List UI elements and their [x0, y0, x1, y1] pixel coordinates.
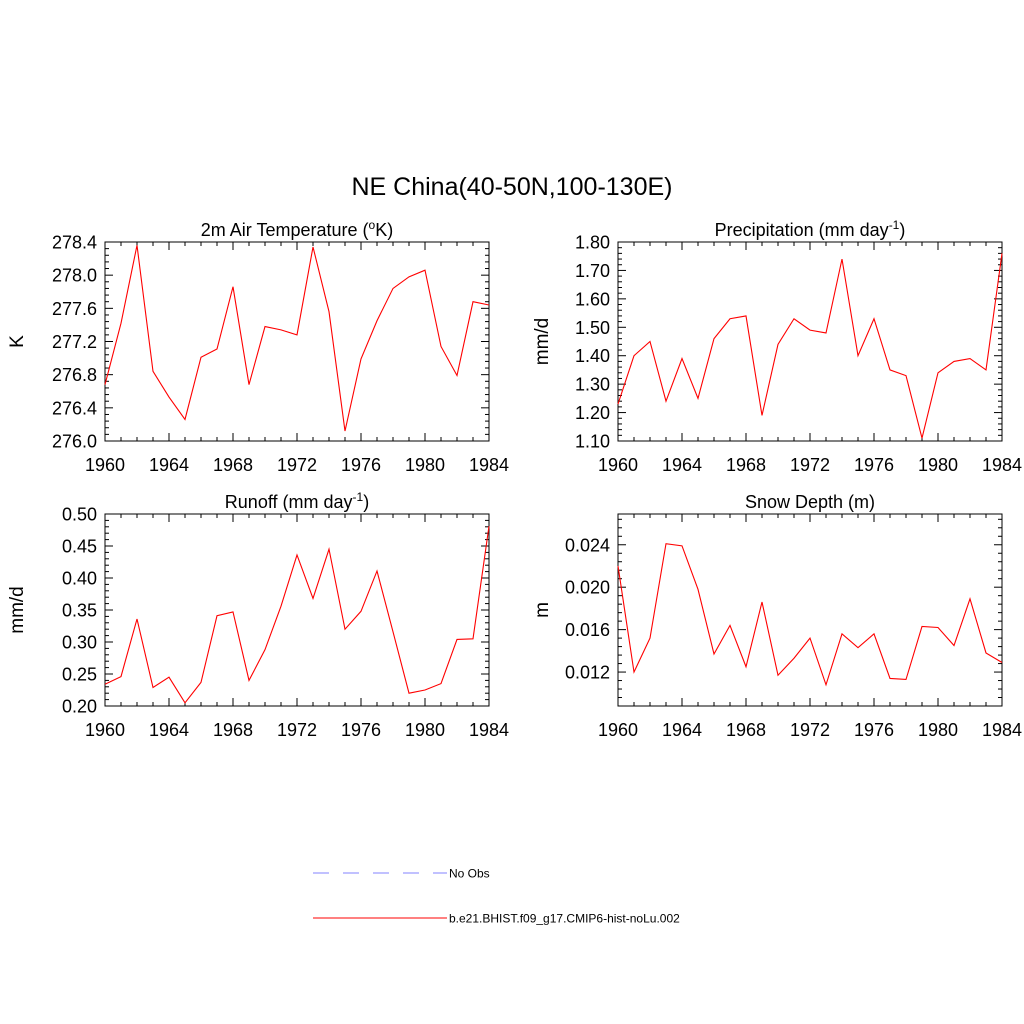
- snow-depth-ytick-label: 0.020: [565, 578, 610, 598]
- snow-depth-ylabel: m: [532, 602, 553, 618]
- air-temperature-xtick-label: 1976: [341, 455, 381, 475]
- legend-obs-label: No Obs: [449, 867, 490, 881]
- air-temperature-xtick-label: 1960: [85, 455, 125, 475]
- runoff-series-line: [104, 526, 490, 704]
- snow-depth-frame: [617, 513, 1003, 707]
- runoff-ytick-label: 0.35: [62, 601, 97, 621]
- snow-depth-xtick-label: 1972: [790, 720, 830, 740]
- runoff-xtick-label: 1984: [469, 720, 509, 740]
- snow-depth-ytick-label: 0.016: [565, 620, 610, 640]
- precipitation-ylabel: mm/d: [532, 318, 553, 366]
- runoff-ylabel: mm/d: [7, 586, 28, 634]
- air-temperature-xtick-label: 1984: [469, 455, 509, 475]
- air-temperature-xtick-label: 1964: [149, 455, 189, 475]
- precipitation-xtick-label: 1980: [918, 455, 958, 475]
- snow-depth-xtick-label: 1960: [598, 720, 638, 740]
- air-temperature-ytick-label: 276.0: [52, 432, 97, 452]
- air-temperature-ytick-label: 277.2: [52, 332, 97, 352]
- precipitation-xtick-label: 1976: [854, 455, 894, 475]
- air-temperature-xtick-label: 1980: [405, 455, 445, 475]
- air-temperature-ytick-label: 277.6: [52, 299, 97, 319]
- runoff-title: Runoff (mm day-1): [225, 490, 369, 512]
- runoff-xtick-label: 1968: [213, 720, 253, 740]
- legend: No Obs b.e21.BHIST.f09_g17.CMIP6-hist-no…: [313, 867, 680, 926]
- air-temperature-xtick-label: 1968: [213, 455, 253, 475]
- precipitation-ytick-label: 1.60: [575, 289, 610, 309]
- panel-runoff: 1960 1964 1968 1972 1976 1980 1984 0.20 0.25 0.30…: [7, 490, 509, 740]
- precipitation-xtick-label: 1968: [726, 455, 766, 475]
- snow-depth-title: Snow Depth (m): [745, 492, 875, 512]
- precipitation-ytick-label: 1.70: [575, 261, 610, 281]
- snow-depth-xtick-label: 1980: [918, 720, 958, 740]
- panel-air-temperature: 1960 1964 1968 1972 1976 1980 1984 276.0 276.4 27…: [7, 218, 509, 475]
- snow-depth-ytick-label: 0.024: [565, 535, 610, 555]
- precipitation-ytick-label: 1.10: [575, 432, 610, 452]
- air-temperature-ytick-label: 278.4: [52, 233, 97, 253]
- panel-snow-depth: 1960 1964 1968 1972 1976 1980 1984 0.012 0.016 0.…: [532, 492, 1022, 740]
- precipitation-frame: [617, 241, 1003, 442]
- legend-model-label: b.e21.BHIST.f09_g17.CMIP6-hist-noLu.002: [449, 912, 680, 926]
- panel-precipitation: 1960 1964 1968 1972 1976 1980 1984 1.10 1.20 1.30…: [532, 218, 1022, 475]
- precipitation-series-line: [617, 253, 1003, 439]
- runoff-ytick-label: 0.25: [62, 665, 97, 685]
- precipitation-ytick-label: 1.30: [575, 375, 610, 395]
- snow-depth-xtick-label: 1964: [662, 720, 702, 740]
- precipitation-ytick-label: 1.80: [575, 233, 610, 253]
- precipitation-xtick-label: 1964: [662, 455, 702, 475]
- main-title: NE China(40-50N,100-130E): [351, 173, 672, 201]
- air-temperature-ylabel: K: [7, 335, 28, 348]
- runoff-ytick-label: 0.40: [62, 569, 97, 589]
- runoff-xtick-label: 1972: [277, 720, 317, 740]
- runoff-xtick-label: 1980: [405, 720, 445, 740]
- runoff-ytick-label: 0.20: [62, 697, 97, 717]
- precipitation-ytick-label: 1.20: [575, 403, 610, 423]
- runoff-ytick-label: 0.45: [62, 537, 97, 557]
- precipitation-ytick-label: 1.40: [575, 346, 610, 366]
- precipitation-xtick-label: 1984: [982, 455, 1022, 475]
- precipitation-xtick-label: 1960: [598, 455, 638, 475]
- runoff-xtick-label: 1976: [341, 720, 381, 740]
- air-temperature-frame: [104, 241, 490, 442]
- snow-depth-xtick-label: 1976: [854, 720, 894, 740]
- runoff-frame: [104, 513, 490, 707]
- precipitation-xtick-label: 1972: [790, 455, 830, 475]
- air-temperature-ytick-label: 276.8: [52, 365, 97, 385]
- runoff-ytick-label: 0.50: [62, 505, 97, 525]
- runoff-ytick-label: 0.30: [62, 633, 97, 653]
- air-temperature-ytick-label: 276.4: [52, 398, 97, 418]
- precipitation-title: Precipitation (mm day-1): [715, 218, 906, 240]
- air-temperature-series-line: [104, 245, 490, 432]
- snow-depth-ytick-label: 0.012: [565, 663, 610, 683]
- runoff-xtick-label: 1964: [149, 720, 189, 740]
- air-temperature-ytick-label: 278.0: [52, 266, 97, 286]
- air-temperature-xtick-label: 1972: [277, 455, 317, 475]
- air-temperature-title: 2m Air Temperature (oK): [201, 218, 393, 240]
- precipitation-ytick-label: 1.50: [575, 318, 610, 338]
- snow-depth-series-line: [617, 543, 1003, 687]
- snow-depth-xtick-label: 1968: [726, 720, 766, 740]
- snow-depth-xtick-label: 1984: [982, 720, 1022, 740]
- runoff-xtick-label: 1960: [85, 720, 125, 740]
